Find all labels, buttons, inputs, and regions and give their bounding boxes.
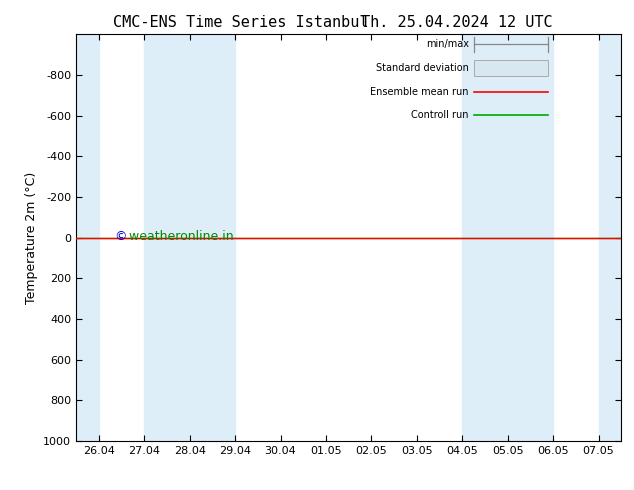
Bar [474,60,548,76]
Text: Controll run: Controll run [411,110,469,120]
Bar [462,34,553,441]
Bar [76,34,99,441]
Text: Th. 25.04.2024 12 UTC: Th. 25.04.2024 12 UTC [361,15,552,30]
Text: weatheronline.in: weatheronline.in [125,230,234,243]
Text: min/max: min/max [425,40,469,49]
Text: Standard deviation: Standard deviation [376,63,469,73]
Text: CMC-ENS Time Series Istanbul: CMC-ENS Time Series Istanbul [113,15,368,30]
Text: Ensemble mean run: Ensemble mean run [370,87,469,97]
Y-axis label: Temperature 2m (°C): Temperature 2m (°C) [25,172,37,304]
Text: ©: © [114,230,127,243]
Bar [598,34,621,441]
Bar [144,34,235,441]
